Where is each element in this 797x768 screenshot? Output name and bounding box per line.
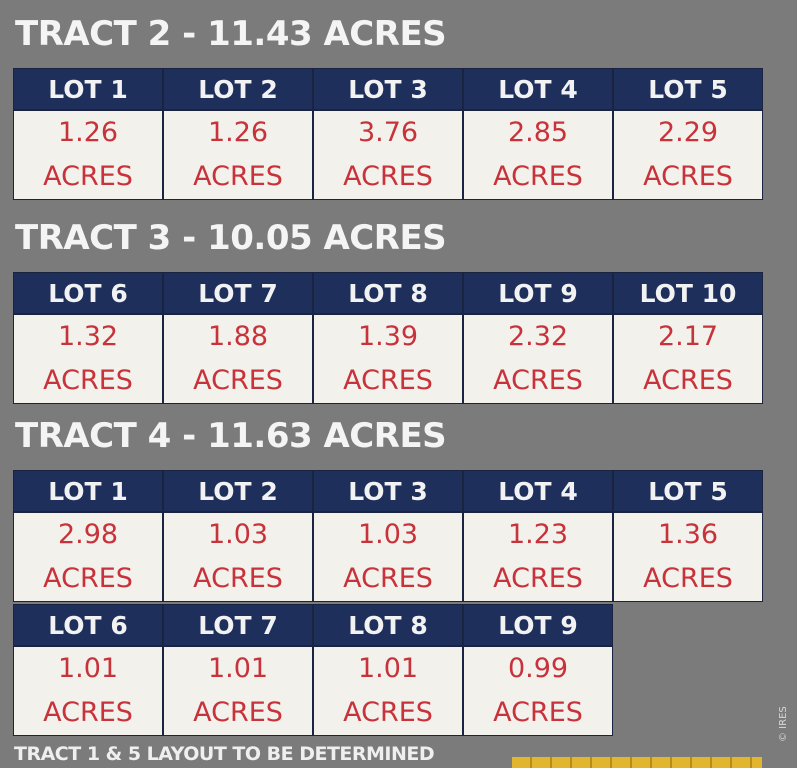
tract-3-table: LOT 6 LOT 7 LOT 8 LOT 9 LOT 10 1.32 ACRES 1.88 A… bbox=[13, 272, 763, 404]
lot-acreage-unit: ACRES bbox=[643, 563, 733, 594]
lot-acreage-unit: ACRES bbox=[493, 365, 583, 396]
lot-acreage-cell: 1.26 ACRES bbox=[163, 110, 313, 200]
lot-acreage-value: 1.88 bbox=[207, 321, 269, 352]
lot-header: LOT 2 bbox=[163, 68, 313, 110]
lot-acreage-value: 1.01 bbox=[357, 653, 419, 684]
lot-acreage-unit: ACRES bbox=[343, 161, 433, 192]
lot-acreage-unit: ACRES bbox=[493, 161, 583, 192]
lot-acreage-unit: ACRES bbox=[343, 697, 433, 728]
tract-4-title: TRACT 4 - 11.63 ACRES bbox=[15, 416, 447, 456]
lot-header: LOT 1 bbox=[13, 470, 163, 512]
lot-acreage-unit: ACRES bbox=[343, 365, 433, 396]
lot-header: LOT 8 bbox=[313, 604, 463, 646]
lot-acreage-unit: ACRES bbox=[493, 697, 583, 728]
lot-acreage-unit: ACRES bbox=[193, 697, 283, 728]
lot-acreage-cell: 1.03 ACRES bbox=[313, 512, 463, 602]
lot-acreage-unit: ACRES bbox=[43, 563, 133, 594]
lot-acreage-cell: 1.32 ACRES bbox=[13, 314, 163, 404]
lot-header: LOT 7 bbox=[163, 272, 313, 314]
lot-header: LOT 6 bbox=[13, 604, 163, 646]
lot-acreage-cell: 2.17 ACRES bbox=[613, 314, 763, 404]
lot-acreage-value: 1.23 bbox=[507, 519, 569, 550]
lot-acreage-value: 2.17 bbox=[657, 321, 719, 352]
tract-4-table-row-1: LOT 1 LOT 2 LOT 3 LOT 4 LOT 5 2.98 ACRES 1.03 AC… bbox=[13, 470, 763, 602]
lot-header: LOT 6 bbox=[13, 272, 163, 314]
lot-acreage-cell: 1.39 ACRES bbox=[313, 314, 463, 404]
lot-acreage-cell: 2.85 ACRES bbox=[463, 110, 613, 200]
lot-header: LOT 3 bbox=[313, 470, 463, 512]
lot-header: LOT 4 bbox=[463, 470, 613, 512]
footer-note: TRACT 1 & 5 LAYOUT TO BE DETERMINED bbox=[14, 743, 435, 765]
lot-acreage-unit: ACRES bbox=[343, 563, 433, 594]
lot-acreage-value: 2.32 bbox=[507, 321, 569, 352]
lot-header: LOT 1 bbox=[13, 68, 163, 110]
lot-acreage-unit: ACRES bbox=[43, 697, 133, 728]
lot-acreage-value: 1.01 bbox=[207, 653, 269, 684]
tract-4-table-row-2: LOT 6 LOT 7 LOT 8 LOT 9 1.01 ACRES 1.01 ACRES 1.… bbox=[13, 604, 613, 736]
lot-acreage-cell: 3.76 ACRES bbox=[313, 110, 463, 200]
lot-acreage-cell: 1.26 ACRES bbox=[13, 110, 163, 200]
tract-2-title: TRACT 2 - 11.43 ACRES bbox=[15, 14, 447, 54]
lot-acreage-unit: ACRES bbox=[643, 365, 733, 396]
lot-acreage-cell: 1.36 ACRES bbox=[613, 512, 763, 602]
lot-acreage-value: 0.99 bbox=[507, 653, 569, 684]
lot-header: LOT 9 bbox=[463, 604, 613, 646]
lot-acreage-value: 1.26 bbox=[207, 117, 269, 148]
lot-header: LOT 8 bbox=[313, 272, 463, 314]
lot-acreage-cell: 2.32 ACRES bbox=[463, 314, 613, 404]
lot-header: LOT 4 bbox=[463, 68, 613, 110]
lot-header: LOT 2 bbox=[163, 470, 313, 512]
lot-acreage-value: 1.03 bbox=[207, 519, 269, 550]
lot-acreage-value: 1.32 bbox=[57, 321, 119, 352]
lot-header: LOT 5 bbox=[613, 470, 763, 512]
lot-acreage-unit: ACRES bbox=[43, 365, 133, 396]
lot-acreage-unit: ACRES bbox=[193, 563, 283, 594]
lot-acreage-cell: 1.88 ACRES bbox=[163, 314, 313, 404]
lot-acreage-unit: ACRES bbox=[193, 365, 283, 396]
lot-acreage-cell: 2.29 ACRES bbox=[613, 110, 763, 200]
lot-acreage-value: 2.29 bbox=[657, 117, 719, 148]
lot-acreage-value: 2.85 bbox=[507, 117, 569, 148]
lot-header: LOT 3 bbox=[313, 68, 463, 110]
lot-acreage-value: 2.98 bbox=[57, 519, 119, 550]
lot-acreage-unit: ACRES bbox=[193, 161, 283, 192]
lot-acreage-cell: 1.01 ACRES bbox=[163, 646, 313, 736]
lot-header: LOT 7 bbox=[163, 604, 313, 646]
lot-acreage-cell: 1.03 ACRES bbox=[163, 512, 313, 602]
lot-header: LOT 5 bbox=[613, 68, 763, 110]
lot-acreage-unit: ACRES bbox=[43, 161, 133, 192]
lot-acreage-unit: ACRES bbox=[643, 161, 733, 192]
lot-acreage-unit: ACRES bbox=[493, 563, 583, 594]
lot-acreage-cell: 2.98 ACRES bbox=[13, 512, 163, 602]
lot-header: LOT 9 bbox=[463, 272, 613, 314]
lot-acreage-value: 1.36 bbox=[657, 519, 719, 550]
lot-header: LOT 10 bbox=[613, 272, 763, 314]
yellow-bar-decoration bbox=[512, 757, 762, 768]
lot-acreage-value: 1.26 bbox=[57, 117, 119, 148]
image-credit: © IRES bbox=[778, 706, 789, 742]
lot-acreage-value: 1.39 bbox=[357, 321, 419, 352]
lot-acreage-value: 3.76 bbox=[357, 117, 419, 148]
lot-acreage-cell: 0.99 ACRES bbox=[463, 646, 613, 736]
lot-acreage-value: 1.01 bbox=[57, 653, 119, 684]
lot-acreage-cell: 1.01 ACRES bbox=[313, 646, 463, 736]
lot-acreage-cell: 1.23 ACRES bbox=[463, 512, 613, 602]
lot-acreage-value: 1.03 bbox=[357, 519, 419, 550]
tract-2-table: LOT 1 LOT 2 LOT 3 LOT 4 LOT 5 1.26 ACRES 1.26 AC… bbox=[13, 68, 763, 200]
lot-acreage-cell: 1.01 ACRES bbox=[13, 646, 163, 736]
tract-3-title: TRACT 3 - 10.05 ACRES bbox=[15, 218, 447, 258]
